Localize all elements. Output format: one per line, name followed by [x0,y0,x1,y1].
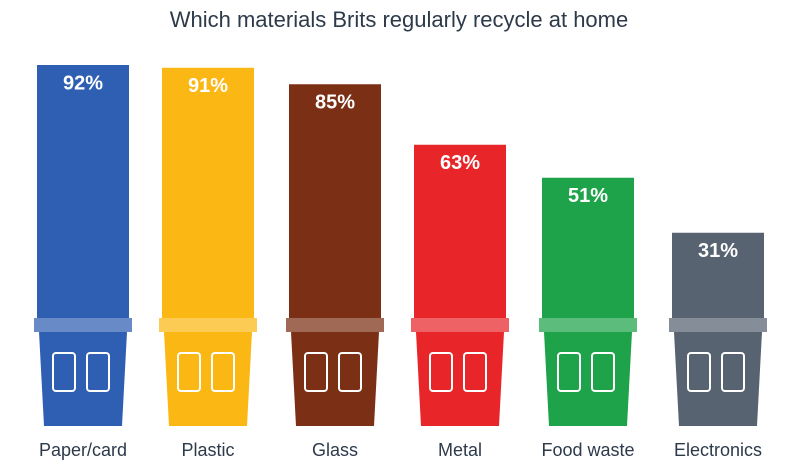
bar [542,177,634,318]
bin-body [416,332,504,426]
bin-icon [557,352,581,392]
bin-lid [286,318,384,332]
bin-lid [159,318,257,332]
chart-title: Which materials Brits regularly recycle … [170,7,628,32]
x-tick-label: Plastic [181,440,234,460]
x-tick-label: Paper/card [39,440,127,460]
bin-lid-highlight [411,318,509,332]
bin-lid [669,318,767,332]
bin-lid [539,318,637,332]
recycling-bin [34,318,132,426]
bin-body [39,332,127,426]
bar [672,232,764,318]
bin-icon [463,352,487,392]
bin-body [164,332,252,426]
bin-lid-highlight [34,318,132,332]
value-label: 51% [568,185,608,207]
bin-lid-highlight [286,318,384,332]
bin-icon [86,352,110,392]
recycling-bin [159,318,257,426]
recycling-bin [286,318,384,426]
value-label: 85% [315,92,355,114]
value-label: 92% [63,72,103,94]
bin-icon [721,352,745,392]
x-tick-label: Electronics [674,440,762,460]
x-tick-label: Metal [438,440,482,460]
bin-body [291,332,379,426]
recycling-bin [411,318,509,426]
bar [37,65,129,318]
value-label: 63% [440,152,480,174]
bin-icon [52,352,76,392]
bin-lid [34,318,132,332]
recycling-bin [539,318,637,426]
value-label: 91% [188,75,228,97]
bin-lid-highlight [669,318,767,332]
bin-lid-highlight [159,318,257,332]
bin-icon [338,352,362,392]
bin-icon [304,352,328,392]
bar [162,67,254,318]
x-tick-label: Food waste [541,440,634,460]
x-tick-label: Glass [312,440,358,460]
bar [414,144,506,318]
recycling-bin [669,318,767,426]
bin-icon [177,352,201,392]
bar [289,84,381,318]
bin-icon [429,352,453,392]
bin-icon [687,352,711,392]
bin-icon [591,352,615,392]
bin-body [674,332,762,426]
bin-lid-highlight [539,318,637,332]
bin-lid [411,318,509,332]
value-label: 31% [698,240,738,262]
bin-icon [211,352,235,392]
bin-body [544,332,632,426]
